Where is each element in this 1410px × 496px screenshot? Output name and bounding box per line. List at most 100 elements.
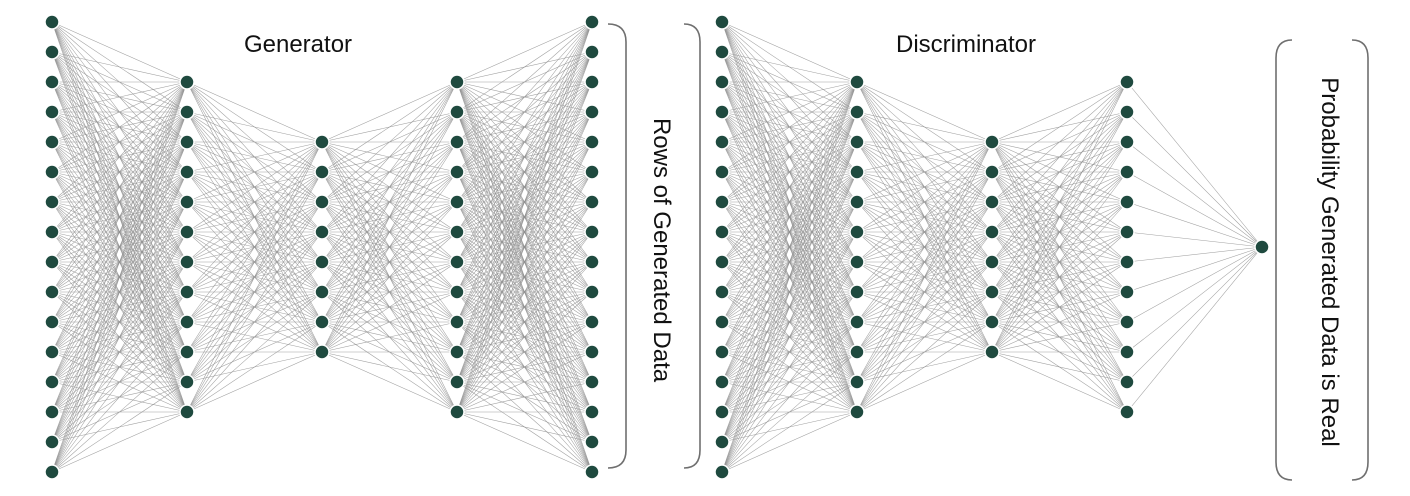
discriminator-connection — [721, 81, 858, 173]
generator-layer3-neuron — [314, 314, 330, 330]
generator-connection — [51, 21, 188, 83]
generator-layer5-neuron — [584, 224, 600, 240]
discriminator-connection — [856, 261, 993, 413]
generator-connection — [186, 141, 323, 323]
discriminator-layer2-neuron — [849, 164, 865, 180]
generator-layer5-neuron — [584, 464, 600, 480]
generator-connection — [321, 171, 458, 353]
generator-connection — [321, 231, 458, 353]
generator-connection — [456, 21, 593, 173]
discriminator-connection — [721, 261, 858, 473]
generator-layer5-neuron — [584, 164, 600, 180]
generator-layer4-neuron — [449, 254, 465, 270]
discriminator-layer4-neuron — [1119, 314, 1135, 330]
discriminator-layer3-neuron — [984, 314, 1000, 330]
generator-layer5-neuron — [584, 134, 600, 150]
generator-layer1-neuron — [44, 44, 60, 60]
generator-connection — [321, 321, 458, 353]
generator-connection — [51, 81, 188, 413]
generator-connection — [456, 171, 593, 413]
discriminator-connection — [991, 321, 1128, 353]
discriminator-connection — [1126, 246, 1263, 413]
discriminator-connection — [721, 81, 858, 443]
generator-connection — [321, 351, 458, 413]
generator-connection — [51, 411, 188, 473]
generator-layer5-neuron — [584, 284, 600, 300]
generator-connection — [456, 21, 593, 113]
discriminator-layer5-neuron — [1254, 239, 1270, 255]
discriminator-connection — [721, 81, 858, 203]
discriminator-layer3-neuron — [984, 194, 1000, 210]
generator-connection — [456, 111, 593, 413]
generator-connection — [321, 81, 458, 323]
discriminator-layer1-neuron — [714, 464, 730, 480]
generator-connection — [321, 111, 458, 353]
discriminator-connection — [721, 411, 858, 473]
generator-layer5-neuron — [584, 374, 600, 390]
discriminator-layer1-neuron — [714, 284, 730, 300]
generator-connection — [186, 141, 323, 173]
discriminator-connection — [721, 81, 858, 143]
generator-connection — [456, 21, 593, 353]
discriminator-connection — [721, 201, 858, 473]
generator-layer4-neuron — [449, 374, 465, 390]
generator-connection — [321, 81, 458, 173]
generator-connection — [456, 321, 593, 413]
discriminator-connection — [991, 171, 1128, 353]
generator-layer1-neuron — [44, 74, 60, 90]
discriminator-layer1-neuron — [714, 44, 730, 60]
generator-layer1-neuron — [44, 14, 60, 30]
discriminator-connection — [856, 141, 993, 413]
generator-connection — [51, 81, 188, 323]
discriminator-connection — [1126, 246, 1263, 293]
generator-connection — [456, 21, 593, 83]
discriminator-layer4-neuron — [1119, 194, 1135, 210]
discriminator-layer4-neuron — [1119, 344, 1135, 360]
generator-layer1-neuron — [44, 434, 60, 450]
generator-layer2-neuron — [179, 194, 195, 210]
generator-layer5-neuron — [584, 344, 600, 360]
discriminator-layer1-neuron — [714, 434, 730, 450]
generator-connection — [186, 141, 323, 263]
generator-connection — [51, 81, 188, 173]
generator-layer4-neuron — [449, 134, 465, 150]
discriminator-layer2-neuron — [849, 254, 865, 270]
discriminator-connection — [721, 81, 858, 323]
discriminator-connection — [721, 141, 858, 473]
generator-connection — [51, 81, 188, 443]
discriminator-layer3-neuron — [984, 164, 1000, 180]
generator-connection — [456, 21, 593, 203]
discriminator-layer1-neuron — [714, 344, 730, 360]
generator-connection — [186, 141, 323, 293]
generator-connection — [51, 81, 188, 353]
generator-connection — [321, 81, 458, 353]
generator-title: Generator — [244, 31, 352, 58]
discriminator-connection — [856, 141, 993, 233]
discriminator-connection — [856, 321, 993, 413]
generator-connection — [51, 201, 188, 473]
generator-connection — [456, 51, 593, 413]
generator-layer2-neuron — [179, 134, 195, 150]
generator-connection — [321, 81, 458, 293]
generator-layer2-neuron — [179, 164, 195, 180]
generator-layer5-neuron — [584, 314, 600, 330]
generator-layer2-neuron — [179, 374, 195, 390]
generator-layer1-neuron — [44, 464, 60, 480]
generator-layer2-neuron — [179, 254, 195, 270]
generator-layer2-neuron — [179, 104, 195, 120]
generator-layer1-neuron — [44, 134, 60, 150]
generator-connection — [51, 81, 188, 293]
discriminator-layer1-neuron — [714, 14, 730, 30]
generator-connection — [321, 81, 458, 143]
discriminator-connection — [721, 81, 858, 413]
generator-connection — [456, 21, 593, 263]
discriminator-connection — [991, 111, 1128, 353]
generator-connection — [186, 351, 323, 413]
discriminator-connection — [721, 51, 858, 83]
generator-layer1-neuron — [44, 344, 60, 360]
discriminator-layer1-neuron — [714, 374, 730, 390]
generator-connection — [321, 351, 458, 383]
generator-layer3-neuron — [314, 224, 330, 240]
real-probability-label: Probability Generated Data is Real — [1316, 77, 1343, 447]
generator-connection — [186, 201, 323, 413]
